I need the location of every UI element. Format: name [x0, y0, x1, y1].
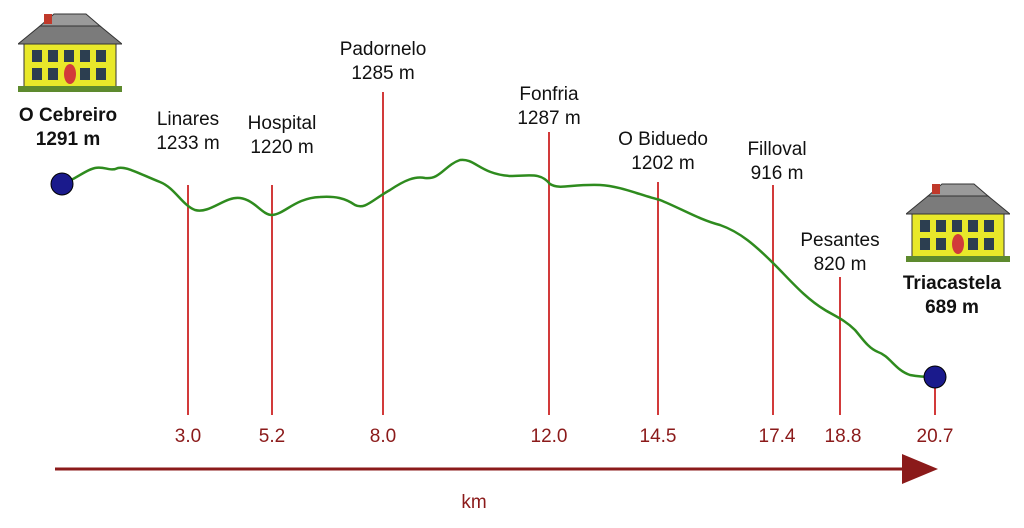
waypoint-name: Fonfria	[519, 84, 579, 105]
profile-line	[61, 158, 936, 379]
waypoint-label-linares: Linares 1233 m	[156, 108, 219, 156]
start-point	[50, 172, 74, 196]
waypoint-label-fonfria: Fonfria 1287 m	[517, 83, 580, 131]
km-label-fonfria: 12.0	[530, 426, 568, 447]
start-label: O Cebreiro 1291 m	[19, 104, 117, 152]
waypoint-elevation: 1202 m	[631, 153, 695, 174]
waypoint-name: Padornelo	[339, 39, 427, 60]
waypoint-name: O Biduedo	[618, 129, 708, 150]
start-elevation: 1291 m	[35, 129, 101, 150]
house-icon	[18, 13, 122, 92]
km-label-end: 20.7	[916, 426, 954, 447]
waypoint-elevation: 1287 m	[517, 108, 581, 129]
waypoint-name: Linares	[156, 109, 220, 130]
end-name: Triacastela	[902, 273, 1002, 294]
waypoint-label-pesantes: Pesantes 820 m	[800, 229, 879, 277]
waypoint-name: Pesantes	[800, 230, 880, 251]
house-icon	[906, 183, 1010, 262]
km-label-hospital: 5.2	[258, 426, 286, 447]
waypoint-elevation: 1233 m	[156, 133, 220, 154]
km-label-padornelo: 8.0	[369, 426, 397, 447]
km-label-linares: 3.0	[174, 426, 202, 447]
km-label-filloval: 17.4	[758, 426, 796, 447]
km-label-o-biduedo: 14.5	[639, 426, 677, 447]
waypoint-label-hospital: Hospital 1220 m	[248, 112, 317, 160]
start-name: O Cebreiro	[18, 105, 118, 126]
waypoint-label-padornelo: Padornelo 1285 m	[340, 38, 427, 86]
waypoint-elevation: 1285 m	[351, 63, 415, 84]
end-point	[923, 365, 947, 389]
waypoint-elevation: 916 m	[750, 163, 804, 184]
end-elevation: 689 m	[925, 297, 979, 318]
waypoint-label-o-biduedo: O Biduedo 1202 m	[618, 128, 708, 176]
axis-unit-label: km	[461, 492, 487, 513]
waypoint-name: Filloval	[747, 139, 807, 160]
waypoint-label-filloval: Filloval 916 m	[747, 138, 806, 186]
end-label: Triacastela 689 m	[903, 272, 1001, 320]
waypoint-elevation: 1220 m	[250, 137, 314, 158]
km-label-pesantes: 18.8	[824, 426, 862, 447]
waypoint-elevation: 820 m	[813, 254, 867, 275]
waypoint-name: Hospital	[247, 113, 317, 134]
